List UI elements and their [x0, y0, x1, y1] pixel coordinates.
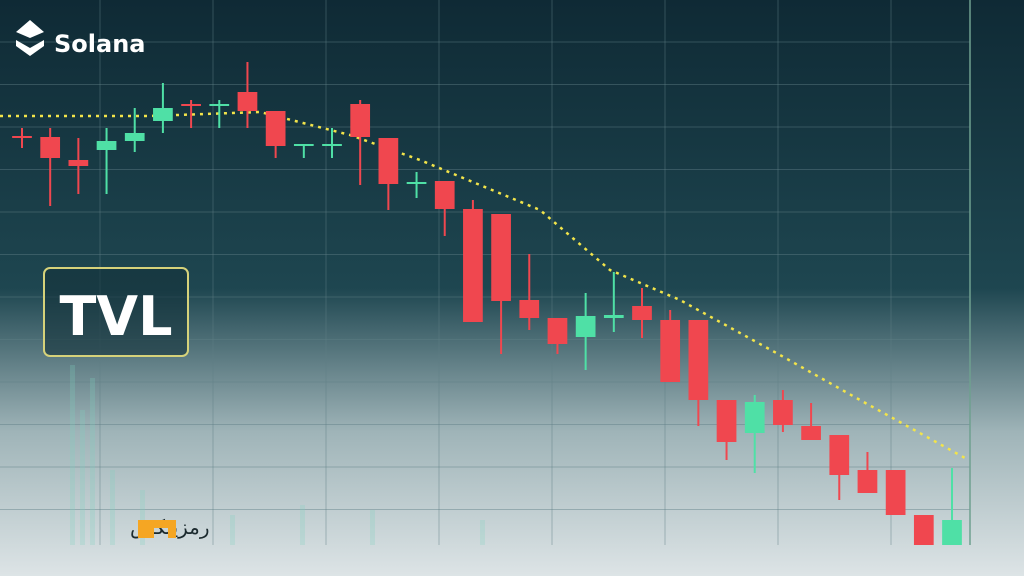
candle-body: [519, 300, 540, 318]
candle-body: [913, 515, 934, 545]
candle-body: [773, 400, 793, 425]
candle-body: [68, 160, 89, 166]
candle-body: [265, 111, 286, 146]
watermark-icon: [138, 520, 176, 538]
candle-body: [124, 133, 145, 141]
candle-body: [942, 520, 962, 545]
candle-body: [40, 137, 61, 158]
candle-body: [857, 470, 878, 493]
badge-box: [43, 267, 189, 357]
candle-body: [688, 320, 709, 400]
candle-body: [350, 104, 371, 137]
candle-body: [463, 209, 483, 322]
candle-body: [547, 318, 568, 344]
candle-body: [434, 181, 455, 209]
candle-body: [829, 435, 850, 475]
candle-body: [378, 138, 399, 184]
candle-body: [153, 108, 173, 121]
candle-body: [237, 92, 258, 111]
brand-name: Solana: [54, 30, 145, 58]
candle-body: [716, 400, 737, 442]
candle-body: [660, 320, 681, 382]
candle-body: [12, 136, 32, 138]
grid: [0, 0, 970, 545]
candle-body: [885, 470, 906, 515]
candle-body: [491, 214, 511, 301]
candle-body: [209, 104, 230, 106]
candle-body: [744, 402, 765, 433]
candle-body: [293, 144, 314, 146]
candles: [12, 62, 962, 545]
volume: [70, 365, 485, 545]
candle-body: [603, 315, 624, 318]
candle-body: [575, 316, 596, 337]
brand-icon: [16, 20, 44, 56]
candle-body: [406, 182, 427, 184]
badge-text: TVL: [59, 285, 172, 348]
candle-body: [801, 426, 821, 440]
candle-body: [181, 104, 201, 106]
candle-body: [632, 306, 652, 320]
candle-body: [322, 144, 342, 146]
candle-body: [96, 141, 117, 150]
brand: Solana: [16, 20, 145, 58]
